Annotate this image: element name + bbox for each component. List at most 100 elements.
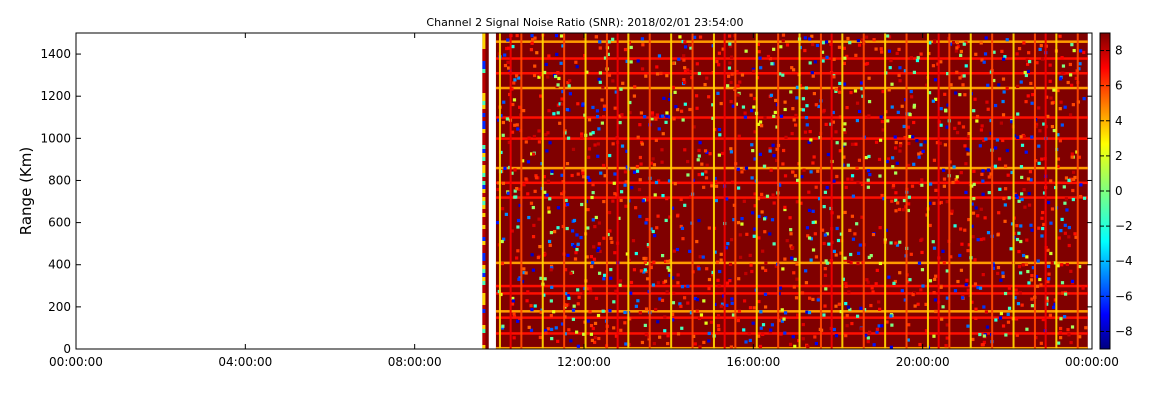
heatmap-cell [1067,243,1071,248]
heatmap-cell [512,336,516,340]
heatmap-cell [1020,197,1024,202]
heatmap-cell [517,277,521,281]
heatmap-cell [482,329,486,333]
heatmap-cell [760,192,764,196]
heatmap-cell [588,310,592,314]
heatmap-cell [650,117,654,121]
heatmap-cell [625,149,629,153]
heatmap-cell [885,320,889,324]
heatmap-cell [976,285,980,290]
heatmap-cell [529,304,533,308]
heatmap-cell [482,197,486,201]
heatmap-cell [766,54,771,59]
heatmap-cell [672,61,676,65]
heatmap-cell [482,145,486,149]
heatmap-cell [482,241,486,245]
heatmap-cell [759,66,763,70]
heatmap-cell [924,329,929,333]
heatmap-cell [716,278,720,282]
heatmap-cell [1026,94,1030,98]
heatmap-cell [966,135,970,139]
heatmap-stripe [755,33,758,349]
heatmap-cell [1046,280,1050,284]
heatmap-cell [915,139,919,143]
heatmap-cell [729,150,734,154]
heatmap-cell [1066,328,1070,332]
heatmap-cell [665,197,669,201]
x-tick-label: 04:00:00 [218,355,272,369]
heatmap-cell [844,281,848,286]
heatmap-cell [1052,305,1056,309]
heatmap-cell [736,318,740,323]
heatmap-cell [500,207,505,211]
heatmap-cell [603,56,608,60]
heatmap-cell [897,207,902,212]
heatmap-cell [983,52,988,56]
heatmap-cell [994,146,998,150]
heatmap-cell [850,142,855,146]
heatmap-cell [738,80,742,84]
heatmap-cell [838,149,842,153]
heatmap-cell [1078,335,1082,339]
heatmap-cell [560,102,564,106]
heatmap-cell [721,47,725,51]
heatmap-cell [958,93,962,97]
heatmap-cell [601,309,605,313]
heatmap-cell [753,97,757,101]
heatmap-cell [978,332,982,337]
heatmap-cell [808,37,812,41]
heatmap-cell [1070,152,1074,156]
heatmap-cell [1047,272,1051,276]
heatmap-cell [602,104,607,108]
heatmap-cell [939,60,943,64]
heatmap-cell [663,315,667,319]
heatmap-cell [749,93,753,97]
heatmap-cell [577,295,581,299]
heatmap-cell [934,97,938,101]
heatmap-cell [571,308,576,312]
heatmap-cell [832,75,836,79]
heatmap-cell [659,71,663,76]
heatmap-cell [826,152,830,157]
heatmap-cell [744,271,748,276]
heatmap-cell [1024,262,1029,266]
heatmap-cell [1039,283,1043,287]
heatmap-cell [632,170,637,174]
heatmap-cell [512,81,516,85]
heatmap-cell [971,235,975,239]
heatmap-cell [875,327,880,331]
heatmap-cell [847,259,851,264]
heatmap-cell [855,222,859,226]
heatmap-cell [887,49,892,53]
heatmap-cell [1013,296,1017,300]
heatmap-cell [839,309,843,314]
heatmap-cell [689,195,693,199]
heatmap-cell [643,268,647,272]
heatmap-cell [1023,205,1027,209]
heatmap-cell [552,230,557,234]
heatmap-cell [547,210,551,214]
heatmap-cell [580,202,584,207]
heatmap-cell [865,278,869,282]
heatmap-cell [1010,170,1014,175]
heatmap-cell [735,69,739,74]
heatmap-cell [558,102,562,106]
heatmap-cell [1020,303,1024,307]
heatmap-range-band [495,261,1088,265]
heatmap-range-band [495,72,1088,75]
heatmap-cell [772,154,776,158]
heatmap-cell [619,190,624,194]
heatmap-cell [951,40,956,45]
heatmap-cell [976,238,980,242]
heatmap-cell [614,334,619,338]
heatmap-cell [879,138,883,142]
heatmap-cell [705,163,709,167]
heatmap-cell [855,166,859,170]
heatmap-cell [686,173,690,177]
heatmap-cell [920,183,924,187]
heatmap-cell [592,257,597,261]
heatmap-cell [500,326,505,330]
heatmap-cell [482,41,486,45]
heatmap-stripe [616,33,619,349]
heatmap-cell [902,198,907,203]
